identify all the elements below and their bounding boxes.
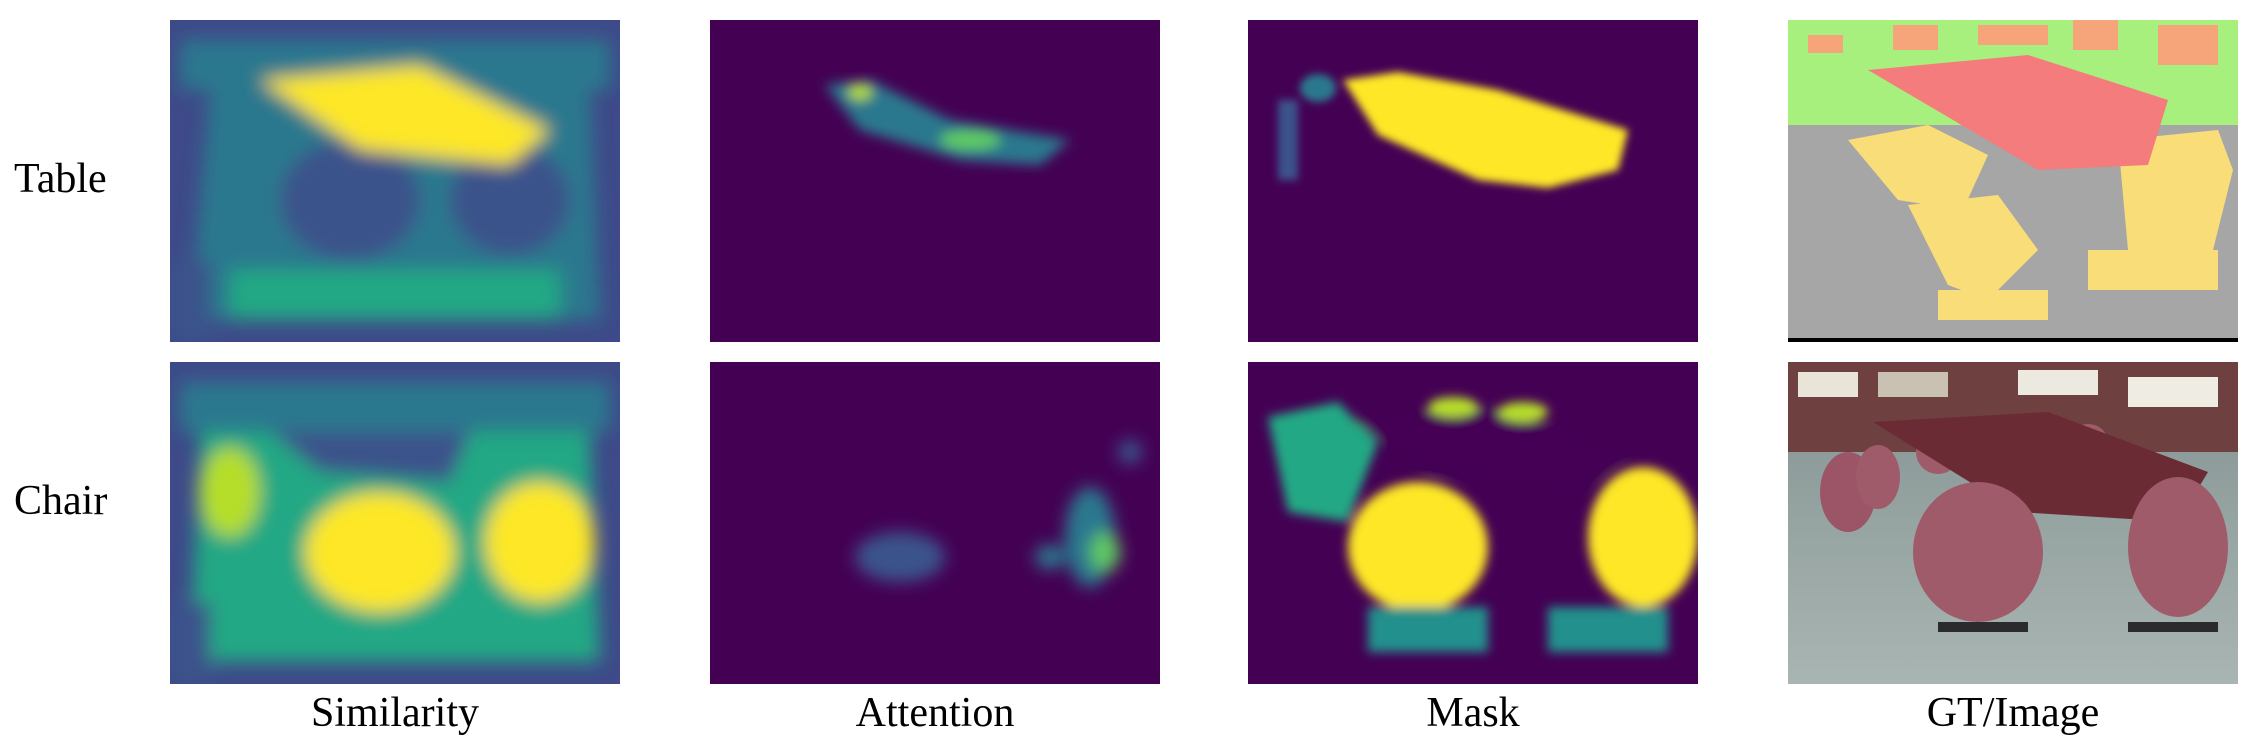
mask-map-chair	[1248, 362, 1698, 684]
row-label-table: Table	[14, 156, 107, 202]
scene-photo	[1788, 362, 2238, 684]
attention-map-table	[710, 20, 1160, 342]
ground-truth-segmentation	[1788, 20, 2238, 342]
attention-map-chair	[710, 362, 1160, 684]
mask-map-table	[1248, 20, 1698, 342]
column-label-mask: Mask	[1426, 690, 1520, 736]
column-label-gt-image: GT/Image	[1926, 690, 2100, 736]
similarity-map-table	[170, 20, 620, 342]
column-label-attention: Attention	[855, 690, 1015, 736]
column-label-similarity: Similarity	[311, 690, 479, 736]
row-label-chair: Chair	[14, 478, 108, 524]
similarity-map-chair	[170, 362, 620, 684]
